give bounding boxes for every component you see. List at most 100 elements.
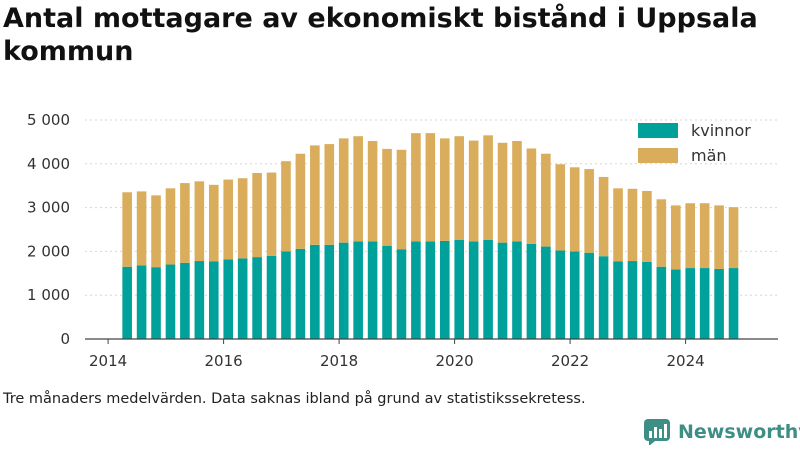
bar-man bbox=[569, 167, 580, 252]
bar-man bbox=[411, 133, 421, 242]
bar-kvinnor bbox=[439, 240, 450, 339]
bar-man bbox=[613, 188, 623, 262]
bar-man bbox=[295, 153, 306, 249]
bar-man bbox=[541, 153, 551, 247]
bar-kvinnor bbox=[122, 266, 132, 339]
bar-kvinnor bbox=[483, 240, 493, 339]
bar-man bbox=[338, 138, 349, 243]
bar-kvinnor bbox=[613, 261, 623, 339]
bar-kvinnor bbox=[180, 262, 190, 339]
bar-kvinnor bbox=[714, 268, 724, 339]
bar-kvinnor bbox=[338, 242, 349, 339]
bar-man bbox=[699, 203, 710, 269]
y-tick-label: 2 000 bbox=[27, 242, 70, 260]
bar-man bbox=[367, 141, 378, 242]
bar-kvinnor bbox=[266, 255, 277, 339]
legend: kvinnor män bbox=[638, 121, 751, 165]
bar-man bbox=[497, 142, 508, 243]
x-tick-label: 2014 bbox=[89, 352, 127, 370]
x-tick-label: 2016 bbox=[205, 352, 243, 370]
bar-kvinnor bbox=[151, 267, 161, 339]
bar-man bbox=[136, 191, 147, 266]
bar-man bbox=[151, 195, 161, 268]
bar-kvinnor bbox=[526, 243, 537, 339]
bar-kvinnor bbox=[670, 269, 681, 339]
bar-man bbox=[310, 145, 320, 245]
bar-kvinnor bbox=[208, 261, 219, 339]
bar-kvinnor bbox=[656, 266, 667, 339]
legend-label-man: män bbox=[691, 146, 727, 165]
bar-kvinnor bbox=[425, 241, 436, 339]
bar-kvinnor bbox=[454, 240, 465, 339]
bar-man bbox=[425, 133, 436, 242]
y-tick-label: 0 bbox=[60, 330, 70, 348]
bar-man bbox=[165, 188, 176, 265]
bar-man bbox=[122, 192, 132, 267]
bar-kvinnor bbox=[627, 261, 638, 339]
bar-kvinnor bbox=[497, 242, 508, 339]
bar-man bbox=[526, 148, 537, 244]
bar-kvinnor bbox=[541, 246, 551, 339]
bar-kvinnor bbox=[281, 251, 291, 339]
bar-kvinnor bbox=[396, 249, 407, 339]
bar-kvinnor bbox=[194, 261, 205, 339]
bar-kvinnor bbox=[584, 252, 594, 339]
bar-man bbox=[194, 181, 205, 262]
bar-kvinnor bbox=[324, 244, 335, 339]
axes: 0 1 000 2 000 3 000 4 000 5 000 2014 2016 2018 20… bbox=[27, 111, 778, 370]
bar-man bbox=[252, 172, 262, 258]
x-tick-label: 2018 bbox=[320, 352, 358, 370]
legend-label-kvinnor: kvinnor bbox=[691, 121, 751, 140]
x-tick-label: 2020 bbox=[436, 352, 474, 370]
bar-man bbox=[670, 205, 681, 270]
bar-man bbox=[353, 136, 363, 242]
bar-man bbox=[555, 164, 566, 251]
legend-swatch-kvinnor bbox=[638, 123, 678, 138]
bar-kvinnor bbox=[642, 261, 652, 339]
bar-man bbox=[598, 176, 609, 257]
bar-man bbox=[223, 179, 234, 260]
bar-kvinnor bbox=[310, 244, 320, 339]
legend-swatch-man bbox=[638, 148, 678, 163]
bar-kvinnor bbox=[468, 241, 479, 339]
bar-kvinnor bbox=[165, 264, 176, 339]
bar-kvinnor bbox=[728, 268, 739, 339]
y-tick-label: 3 000 bbox=[27, 199, 70, 217]
bar-man bbox=[454, 136, 465, 241]
newsworthy-logo-icon bbox=[644, 419, 670, 445]
brand: Newsworthy bbox=[644, 419, 800, 445]
bar-man bbox=[281, 161, 291, 252]
bar-kvinnor bbox=[598, 256, 609, 339]
footnote: Tre månaders medelvärden. Data saknas ib… bbox=[3, 391, 586, 407]
bar-man bbox=[685, 203, 696, 269]
x-tick-label: 2024 bbox=[667, 352, 705, 370]
bar-kvinnor bbox=[699, 268, 710, 339]
y-tick-label: 5 000 bbox=[27, 111, 70, 129]
bar-kvinnor bbox=[685, 268, 696, 339]
bar-man bbox=[382, 148, 392, 246]
bar-man bbox=[627, 188, 638, 262]
x-tick-label: 2022 bbox=[551, 352, 589, 370]
bar-kvinnor bbox=[295, 248, 306, 339]
brand-name: Newsworthy bbox=[678, 421, 800, 443]
bar-man bbox=[483, 135, 493, 241]
bar-kvinnor bbox=[411, 241, 421, 339]
bar-man bbox=[324, 144, 335, 245]
bar-man bbox=[642, 190, 652, 262]
bar-kvinnor bbox=[512, 241, 522, 339]
bar-kvinnor bbox=[136, 265, 147, 339]
bar-kvinnor bbox=[223, 259, 234, 339]
bar-kvinnor bbox=[569, 251, 580, 339]
y-tick-label: 1 000 bbox=[27, 286, 70, 304]
bar-man bbox=[512, 141, 522, 242]
bar-man bbox=[237, 178, 248, 259]
bar-man bbox=[396, 149, 407, 250]
bar-kvinnor bbox=[555, 250, 566, 339]
bar-kvinnor bbox=[252, 257, 262, 339]
y-tick-label: 4 000 bbox=[27, 155, 70, 173]
bar-man bbox=[728, 207, 739, 269]
bar-man bbox=[208, 184, 219, 262]
bar-man bbox=[266, 172, 277, 256]
bar-kvinnor bbox=[367, 241, 378, 339]
